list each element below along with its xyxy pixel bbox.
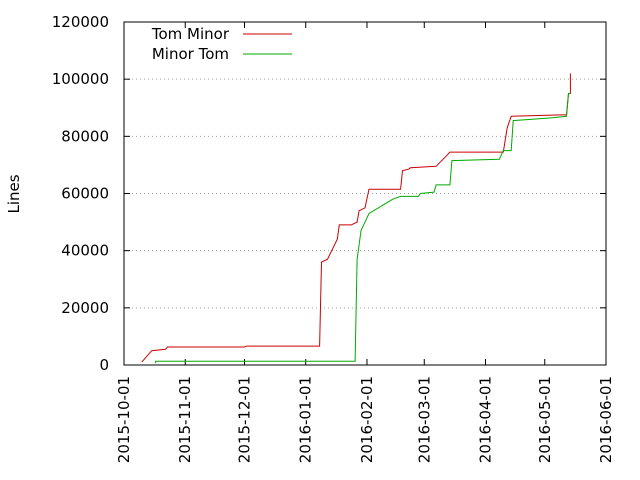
y-tick-labels: 0 20000 40000 60000 80000 100000 120000 xyxy=(52,13,109,374)
x-tick-label: 2015-11-01 xyxy=(176,376,194,463)
legend: Tom Minor Minor Tom xyxy=(151,25,292,63)
series-line-1 xyxy=(141,73,571,363)
x-tick-label: 2016-02-01 xyxy=(358,376,376,463)
x-tick-label: 2015-12-01 xyxy=(236,376,254,463)
series-lines xyxy=(141,73,571,364)
y-tick-label: 0 xyxy=(99,356,109,374)
x-tick-label: 2016-01-01 xyxy=(297,376,315,463)
x-tick-label: 2016-05-01 xyxy=(536,376,554,463)
y-tick-label: 80000 xyxy=(61,127,109,145)
y-axis-title: Lines xyxy=(5,174,23,213)
x-tick-label: 2016-06-01 xyxy=(597,376,615,463)
x-tick-label: 2016-04-01 xyxy=(477,376,495,463)
x-tick-label: 2015-10-01 xyxy=(115,376,133,463)
legend-label-1: Tom Minor xyxy=(151,25,230,43)
y-tick-label: 120000 xyxy=(52,13,109,31)
x-tick-labels: 2015-10-01 2015-11-01 2015-12-01 2016-01-01… xyxy=(115,376,615,463)
y-tick-label: 60000 xyxy=(61,185,109,203)
y-tick-label: 100000 xyxy=(52,70,109,88)
y-tick-label: 40000 xyxy=(61,242,109,260)
series-line-2 xyxy=(155,93,571,364)
x-tick-label: 2016-03-01 xyxy=(415,376,433,463)
legend-label-2: Minor Tom xyxy=(152,45,229,63)
axis-ticks xyxy=(123,21,607,366)
y-tick-label: 20000 xyxy=(61,299,109,317)
grid xyxy=(124,78,606,309)
